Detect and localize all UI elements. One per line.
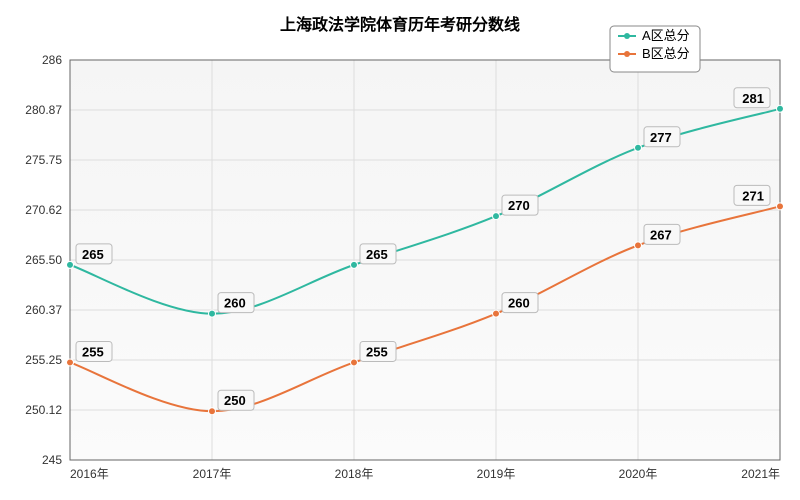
data-label: 255	[82, 344, 104, 359]
legend-marker	[624, 51, 630, 57]
x-tick-label: 2016年	[70, 467, 109, 481]
data-point	[351, 261, 358, 268]
y-tick-label: 250.12	[25, 403, 62, 417]
x-tick-label: 2019年	[477, 467, 516, 481]
data-label: 265	[82, 247, 104, 262]
data-label: 250	[224, 393, 246, 408]
data-label: 271	[742, 188, 764, 203]
data-point	[351, 359, 358, 366]
x-tick-label: 2017年	[193, 467, 232, 481]
legend-label: B区总分	[642, 46, 690, 61]
x-tick-label: 2020年	[619, 467, 658, 481]
data-label: 260	[224, 296, 246, 311]
y-tick-label: 265.50	[25, 253, 62, 267]
legend-label: A区总分	[642, 28, 690, 43]
y-tick-label: 286	[42, 53, 62, 67]
data-label: 255	[366, 344, 388, 359]
data-point	[209, 408, 216, 415]
data-point	[777, 203, 784, 210]
y-tick-label: 275.75	[25, 153, 62, 167]
data-point	[635, 242, 642, 249]
data-point	[67, 359, 74, 366]
y-tick-label: 280.87	[25, 103, 62, 117]
data-point	[777, 105, 784, 112]
y-tick-label: 255.25	[25, 353, 62, 367]
x-tick-label: 2018年	[335, 467, 374, 481]
legend-marker	[624, 33, 630, 39]
data-point	[635, 144, 642, 151]
x-tick-label: 2021年	[741, 467, 780, 481]
data-point	[209, 310, 216, 317]
data-point	[67, 261, 74, 268]
data-label: 260	[508, 296, 530, 311]
y-tick-label: 245	[42, 453, 62, 467]
chart-container: 245 250.12 255.25 260.37 265.50 270.62 275.75 2…	[0, 0, 800, 500]
y-tick-label: 260.37	[25, 303, 62, 317]
data-label: 277	[650, 130, 672, 145]
data-point	[493, 310, 500, 317]
data-label: 270	[508, 198, 530, 213]
data-label: 267	[650, 227, 672, 242]
y-tick-label: 270.62	[25, 203, 62, 217]
data-label: 265	[366, 247, 388, 262]
chart-title: 上海政法学院体育历年考研分数线	[280, 15, 520, 34]
data-point	[493, 213, 500, 220]
data-label: 281	[742, 91, 764, 106]
line-chart: 245 250.12 255.25 260.37 265.50 270.62 275.75 2…	[0, 0, 800, 500]
